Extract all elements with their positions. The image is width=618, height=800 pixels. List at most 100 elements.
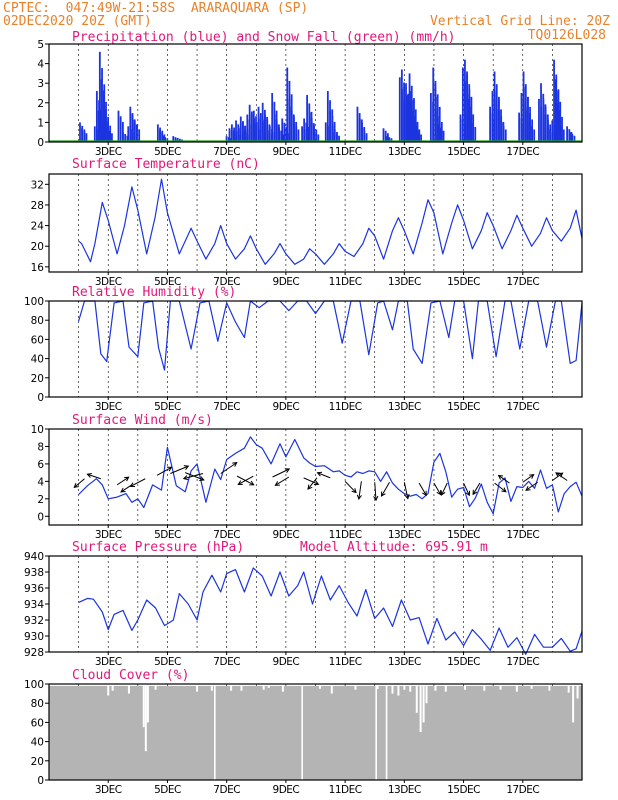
wind-vector-head — [73, 483, 79, 489]
x-tick-label: 3DEC — [95, 784, 122, 796]
precipitation-bar — [472, 122, 474, 142]
wind-vector — [525, 481, 538, 491]
x-tick-label: 11DEC — [329, 146, 362, 158]
wind-vector-head — [284, 468, 291, 473]
precipitation-bar — [281, 118, 284, 142]
cloud-cover-gap — [385, 684, 388, 780]
cloud-cover-dip — [567, 684, 570, 693]
precipitation-bar — [412, 110, 415, 142]
precipitation-bar — [324, 122, 327, 142]
precipitation-bar — [466, 71, 468, 142]
cloud-cover-dip — [397, 684, 400, 696]
y-tick-label: 4 — [37, 59, 44, 71]
cloud-cover-dip — [444, 684, 447, 692]
wind-vector — [183, 473, 204, 480]
wind-vector-head — [120, 487, 126, 493]
precipitation-bar — [162, 136, 164, 142]
precipitation-bar — [542, 98, 545, 142]
wind-vector-head — [529, 473, 535, 479]
wind-vector-head — [381, 491, 386, 497]
x-tick-label: 17DEC — [506, 276, 539, 288]
x-tick-label: 7DEC — [213, 656, 240, 668]
precipitation-bar — [273, 114, 276, 142]
precipitation-bar — [246, 114, 249, 142]
wind-vector — [494, 482, 507, 493]
precipitation-bar — [100, 79, 103, 142]
y-tick-label: 4 — [37, 476, 44, 488]
wind-vector-head — [237, 480, 243, 485]
precipitation-bar — [166, 138, 169, 142]
precipitation-bar — [491, 91, 494, 142]
wind-vector — [463, 482, 470, 496]
y-tick-label: 0 — [37, 775, 44, 787]
cloud-cover-dip — [230, 684, 233, 691]
cloud-cover-dip — [548, 684, 551, 691]
precipitation-bar — [310, 122, 313, 142]
precipitation-bar — [566, 126, 568, 142]
precipitation-bar — [127, 126, 130, 142]
y-tick-label: 2 — [37, 494, 44, 506]
precipitation-bar — [106, 128, 109, 142]
cloud-cover-dip — [434, 684, 437, 691]
wind-vector — [441, 482, 448, 496]
y-tick-label: 60 — [31, 717, 44, 729]
x-tick-label: 3DEC — [95, 146, 122, 158]
wind-vector-head — [249, 480, 255, 486]
y-tick-label: 1 — [37, 117, 44, 129]
header-run-date: 02DEC2020 20Z (GMT) — [3, 14, 152, 29]
precipitation-bar — [111, 133, 113, 142]
precipitation-bar — [544, 114, 547, 142]
precipitation-bar — [335, 133, 338, 142]
wind-vector-head — [555, 472, 561, 478]
y-tick-label: 40 — [31, 737, 44, 749]
precipitation-bar — [495, 91, 498, 142]
panel-frame — [48, 300, 583, 398]
y-tick-label: 8 — [37, 441, 44, 453]
wind-vector — [403, 482, 409, 499]
precipitation-bar — [388, 137, 391, 142]
precipitation-bar — [558, 122, 561, 142]
precipitation-bar — [533, 129, 536, 142]
cloud-cover-plot: 0 20 40 60 80 100 3DEC 5DEC 7DEC 9DEC 11DEC 13DEC 15… — [24, 679, 583, 796]
wind-vector — [275, 476, 290, 486]
precipitation-bar — [301, 126, 303, 142]
cloud-cover-dip — [530, 684, 533, 689]
x-tick-label: 17DEC — [506, 401, 539, 413]
wind-vector — [433, 482, 442, 495]
precipitation-bar — [417, 132, 420, 142]
wind-vector-head — [129, 482, 136, 488]
wind-vector-head — [501, 487, 507, 493]
precipitation-bar — [528, 122, 531, 142]
x-tick-label: 15DEC — [447, 276, 480, 288]
precipitation-bar — [361, 128, 364, 142]
precipitation-bar — [259, 118, 262, 142]
precipitation-bar — [313, 130, 315, 142]
precipitation-bar — [569, 132, 571, 142]
pressure-title: Surface Pressure (hPa) — [72, 540, 244, 555]
precipitation-bar — [233, 130, 235, 142]
cloud-cover-dip — [262, 684, 265, 690]
cloud-cover-gap — [375, 684, 378, 780]
precipitation-bar — [531, 125, 533, 142]
temperature-title: Surface Temperature (nC) — [72, 157, 260, 172]
y-tick-label: 20 — [31, 241, 44, 253]
precipitation-bar — [131, 114, 134, 142]
cloud-cover-title: Cloud Cover (%) — [72, 668, 189, 683]
y-tick-label: 2 — [37, 98, 44, 110]
precipitation-bar — [538, 98, 540, 142]
precipitation-bar — [250, 114, 253, 142]
cloud-cover-dip — [267, 684, 270, 688]
precipitation-bar — [306, 94, 309, 142]
precipitation-bar — [288, 98, 291, 142]
header-station: CPTEC: 047:49W-21:58S ARARAQUARA (SP) — [3, 1, 308, 16]
precipitation-bar — [408, 73, 411, 142]
precipitation-plot: 0 1 2 3 4 5 3DEC 5DEC 7DEC 9DEC 11DEC 13DEC 15DEC 17D… — [37, 39, 583, 158]
precipitation-bar — [81, 128, 83, 142]
precipitation-bar — [549, 129, 551, 142]
cloud-cover-dip — [376, 684, 379, 689]
x-tick-label: 5DEC — [154, 276, 181, 288]
y-tick-label: 60 — [31, 334, 44, 346]
panel-frame — [48, 43, 583, 143]
precipitation-bar — [241, 122, 244, 142]
